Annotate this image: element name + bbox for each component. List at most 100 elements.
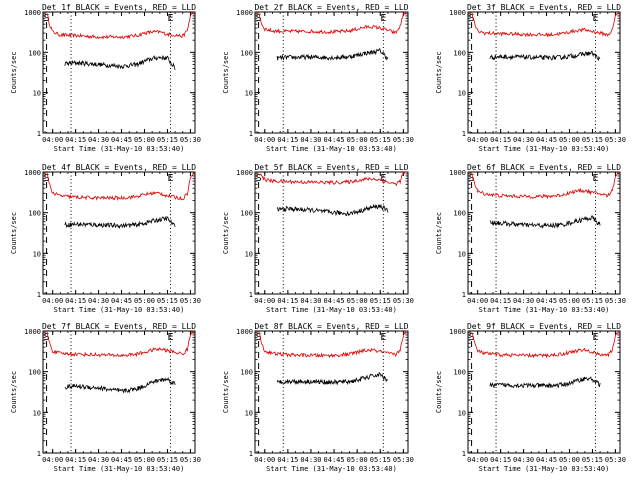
- x-tick-label: 05:15: [157, 456, 178, 464]
- x-tick-label: 04:45: [111, 456, 132, 464]
- x-tick-label: 05:00: [559, 136, 580, 144]
- x-tick-label: 04:15: [277, 136, 298, 144]
- x-tick-label: 05:00: [134, 297, 155, 305]
- y-tick-label: 100: [453, 210, 466, 218]
- panel-title: Det 7f BLACK = Events, RED = LLD: [42, 322, 196, 331]
- y-axis-label: Counts/sec: [222, 371, 230, 413]
- x-tick-label: 05:30: [393, 136, 414, 144]
- y-tick-label: 1: [37, 450, 41, 458]
- panel-det-5: Det 5f BLACK = Events, RED = LLD 1 10 100 10…: [222, 163, 414, 314]
- y-tick-label: 10: [245, 250, 253, 258]
- x-tick-label: 04:30: [513, 297, 534, 305]
- x-tick-label: 05:15: [370, 456, 391, 464]
- panel-title: Det 8f BLACK = Events, RED = LLD: [254, 322, 408, 331]
- plot-frame: [42, 171, 196, 295]
- y-axis-label: Counts/sec: [10, 371, 18, 413]
- x-tick-label: 04:45: [324, 297, 345, 305]
- plot-frame: [467, 330, 621, 454]
- x-tick-label: 05:00: [347, 297, 368, 305]
- x-tick-label: 05:30: [393, 297, 414, 305]
- panel-det-2: Det 2f BLACK = Events, RED = LLD 1 10 100 10…: [222, 3, 414, 153]
- panel-det-8: Det 8f BLACK = Events, RED = LLD 1 10 100 10…: [222, 322, 414, 473]
- x-tick-label: 05:30: [393, 456, 414, 464]
- x-tick-label: 04:30: [88, 456, 109, 464]
- x-tick-label: 04:00: [254, 136, 275, 144]
- x-tick-label: 05:00: [134, 136, 155, 144]
- x-tick-label: 04:45: [536, 456, 557, 464]
- start-marker-label: S: [44, 13, 50, 24]
- events-series-line: [276, 203, 389, 217]
- y-tick-label: 1: [462, 291, 466, 299]
- x-axis-label: Start Time (31-May-10 03:53:40): [479, 145, 610, 153]
- y-axis-label: Counts/sec: [435, 51, 443, 93]
- y-tick-label: 100: [453, 369, 466, 377]
- y-axis-label: Counts/sec: [10, 212, 18, 254]
- x-tick-label: 05:15: [582, 297, 603, 305]
- x-tick-label: 04:45: [536, 136, 557, 144]
- panel-det-1: Det 1f BLACK = Events, RED = LLD 1 10 100 10…: [10, 3, 201, 153]
- y-tick-label: 100: [28, 49, 41, 57]
- plot-frame: [254, 330, 409, 454]
- y-tick-label: 10: [245, 409, 253, 417]
- x-axis-label: Start Time (31-May-10 03:53:40): [266, 145, 397, 153]
- events-series-line: [276, 47, 389, 61]
- y-tick-label: 10: [33, 90, 41, 98]
- start-marker-label: S: [256, 332, 262, 343]
- y-axis-label: Counts/sec: [222, 212, 230, 254]
- lld-series-line: [46, 171, 194, 201]
- y-tick-label: 1000: [449, 9, 466, 17]
- x-tick-label: 04:30: [300, 297, 321, 305]
- x-tick-label: 05:30: [180, 456, 201, 464]
- x-tick-label: 05:15: [582, 456, 603, 464]
- lld-series-line: [46, 11, 194, 40]
- x-tick-label: 04:00: [467, 136, 488, 144]
- lld-series-line: [258, 11, 407, 35]
- x-tick-label: 04:00: [467, 456, 488, 464]
- panel-det-4: Det 4f BLACK = Events, RED = LLD 1 10 100 10…: [10, 163, 201, 314]
- y-tick-label: 1: [249, 450, 253, 458]
- y-axis-label: Counts/sec: [222, 51, 230, 93]
- x-tick-label: 05:00: [347, 136, 368, 144]
- y-axis-label: Counts/sec: [435, 212, 443, 254]
- end-marker-label: E: [380, 332, 386, 343]
- end-marker-label: E: [380, 13, 386, 24]
- end-marker-label: E: [593, 13, 599, 24]
- end-marker-label: E: [593, 332, 599, 343]
- x-tick-label: 05:30: [605, 297, 626, 305]
- start-marker-label: S: [256, 173, 262, 184]
- x-tick-label: 04:00: [42, 297, 63, 305]
- x-tick-label: 05:00: [559, 297, 580, 305]
- start-marker-label: S: [469, 13, 475, 24]
- events-series-line: [489, 376, 601, 389]
- y-tick-label: 1: [37, 130, 41, 138]
- x-tick-label: 04:00: [254, 456, 275, 464]
- events-series-line: [276, 371, 389, 386]
- x-tick-label: 04:00: [42, 136, 63, 144]
- x-tick-label: 05:30: [605, 136, 626, 144]
- x-tick-label: 05:30: [605, 456, 626, 464]
- events-series-line: [489, 50, 601, 61]
- end-marker-label: E: [380, 173, 386, 184]
- end-marker-label: E: [168, 332, 174, 343]
- panel-title: Det 3f BLACK = Events, RED = LLD: [467, 3, 621, 12]
- start-marker-label: S: [469, 173, 475, 184]
- x-tick-label: 04:30: [513, 456, 534, 464]
- start-marker-label: S: [256, 13, 262, 24]
- y-tick-label: 1000: [236, 169, 253, 177]
- x-tick-label: 04:45: [111, 136, 132, 144]
- y-tick-label: 1: [249, 291, 253, 299]
- y-tick-label: 1000: [449, 169, 466, 177]
- panel-title: Det 4f BLACK = Events, RED = LLD: [42, 163, 196, 172]
- x-tick-label: 04:15: [65, 297, 86, 305]
- plot-frame: [467, 171, 621, 295]
- lld-series-line: [471, 330, 619, 359]
- y-tick-label: 10: [33, 250, 41, 258]
- y-axis-label: Counts/sec: [10, 51, 18, 93]
- y-tick-label: 10: [245, 90, 253, 98]
- x-tick-label: 04:45: [536, 297, 557, 305]
- y-tick-label: 100: [240, 210, 253, 218]
- lld-series-line: [471, 12, 619, 38]
- y-tick-label: 10: [458, 250, 466, 258]
- y-tick-label: 100: [240, 369, 253, 377]
- x-tick-label: 04:45: [111, 297, 132, 305]
